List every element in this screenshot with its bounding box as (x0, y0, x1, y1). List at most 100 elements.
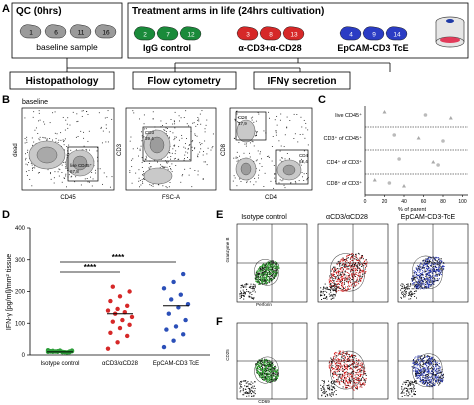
event-dot (272, 367, 274, 369)
event-dot (421, 380, 423, 382)
event-dot (358, 263, 360, 265)
event-dot (142, 181, 143, 183)
event-dot (268, 366, 270, 368)
event-dot (351, 268, 353, 270)
event-dot (337, 378, 339, 380)
event-dot (307, 144, 309, 146)
event-dot (278, 268, 280, 270)
d-point (171, 279, 176, 285)
event-dot (426, 269, 428, 271)
event-dot (264, 266, 266, 268)
event-dot (347, 257, 349, 259)
event-dot (347, 288, 349, 290)
event-dot (359, 368, 361, 370)
event-dot (330, 371, 332, 373)
event-dot (420, 359, 422, 361)
event-dot (255, 363, 257, 365)
event-dot (266, 278, 268, 280)
event-dot (25, 159, 26, 161)
event-dot (262, 270, 264, 272)
event-dot (424, 377, 426, 379)
event-dot (413, 360, 415, 362)
event-dot (426, 286, 428, 288)
event-dot (95, 172, 97, 174)
event-dot (105, 141, 107, 143)
event-dot (427, 376, 429, 378)
event-dot (424, 383, 426, 385)
event-dot (65, 175, 67, 177)
event-dot (356, 379, 358, 381)
event-dot (345, 366, 347, 368)
event-dot (271, 146, 273, 147)
event-dot (416, 363, 418, 365)
event-dot (359, 257, 361, 259)
event-dot (265, 365, 267, 367)
event-dot (336, 375, 338, 377)
event-dot (275, 267, 277, 269)
qc-title: QC (0hrs) (16, 6, 62, 17)
event-dot (438, 259, 440, 261)
event-dot (346, 256, 348, 258)
event-dot (414, 375, 416, 377)
event-dot (426, 260, 428, 262)
event-dot (427, 281, 429, 283)
event-dot (352, 276, 354, 278)
event-dot (331, 273, 333, 275)
event-dot (289, 120, 291, 121)
event-dot (363, 270, 365, 272)
event-dot (145, 158, 146, 160)
event-dot (266, 377, 268, 379)
event-dot (339, 280, 341, 282)
event-dot (413, 277, 415, 279)
event-dot (265, 263, 267, 265)
event-dot (426, 385, 428, 387)
event-dot (300, 164, 302, 166)
event-dot (129, 172, 131, 173)
event-dot (436, 261, 438, 263)
event-dot (262, 268, 264, 270)
event-dot (418, 358, 420, 360)
event-dot (275, 266, 277, 268)
event-dot (361, 265, 363, 267)
event-dot (342, 263, 344, 265)
event-dot (436, 257, 438, 259)
event-dot (330, 284, 332, 286)
event-dot (262, 374, 264, 376)
event-dot (76, 121, 78, 123)
event-dot (337, 367, 339, 369)
event-dot (54, 171, 56, 173)
event-dot (347, 366, 349, 368)
event-dot (256, 282, 258, 284)
event-dot (422, 265, 424, 267)
event-dot (261, 362, 263, 364)
event-dot (435, 363, 437, 365)
event-dot (419, 377, 421, 379)
c-point (397, 157, 401, 161)
event-dot (264, 364, 266, 366)
event-dot (335, 288, 337, 290)
event-dot (251, 119, 253, 121)
event-dot (420, 262, 422, 264)
event-dot (43, 121, 45, 123)
event-dot (434, 361, 436, 363)
event-dot (440, 377, 442, 379)
event-dot (259, 275, 261, 277)
event-dot (426, 285, 428, 287)
event-dot (439, 381, 441, 383)
event-dot (39, 139, 41, 141)
event-dot (201, 143, 203, 145)
event-dot (166, 166, 168, 168)
event-dot (259, 169, 261, 171)
event-dot (58, 175, 60, 177)
baseline-caption: baseline (22, 99, 48, 106)
event-dot (344, 266, 346, 268)
event-dot (341, 365, 343, 367)
event-dot (336, 374, 338, 376)
event-dot (438, 384, 440, 386)
event-dot (357, 262, 359, 264)
event-dot (89, 149, 90, 151)
event-dot (361, 255, 363, 257)
event-dot (419, 375, 421, 377)
event-dot (139, 186, 140, 188)
event-dot (268, 379, 270, 381)
